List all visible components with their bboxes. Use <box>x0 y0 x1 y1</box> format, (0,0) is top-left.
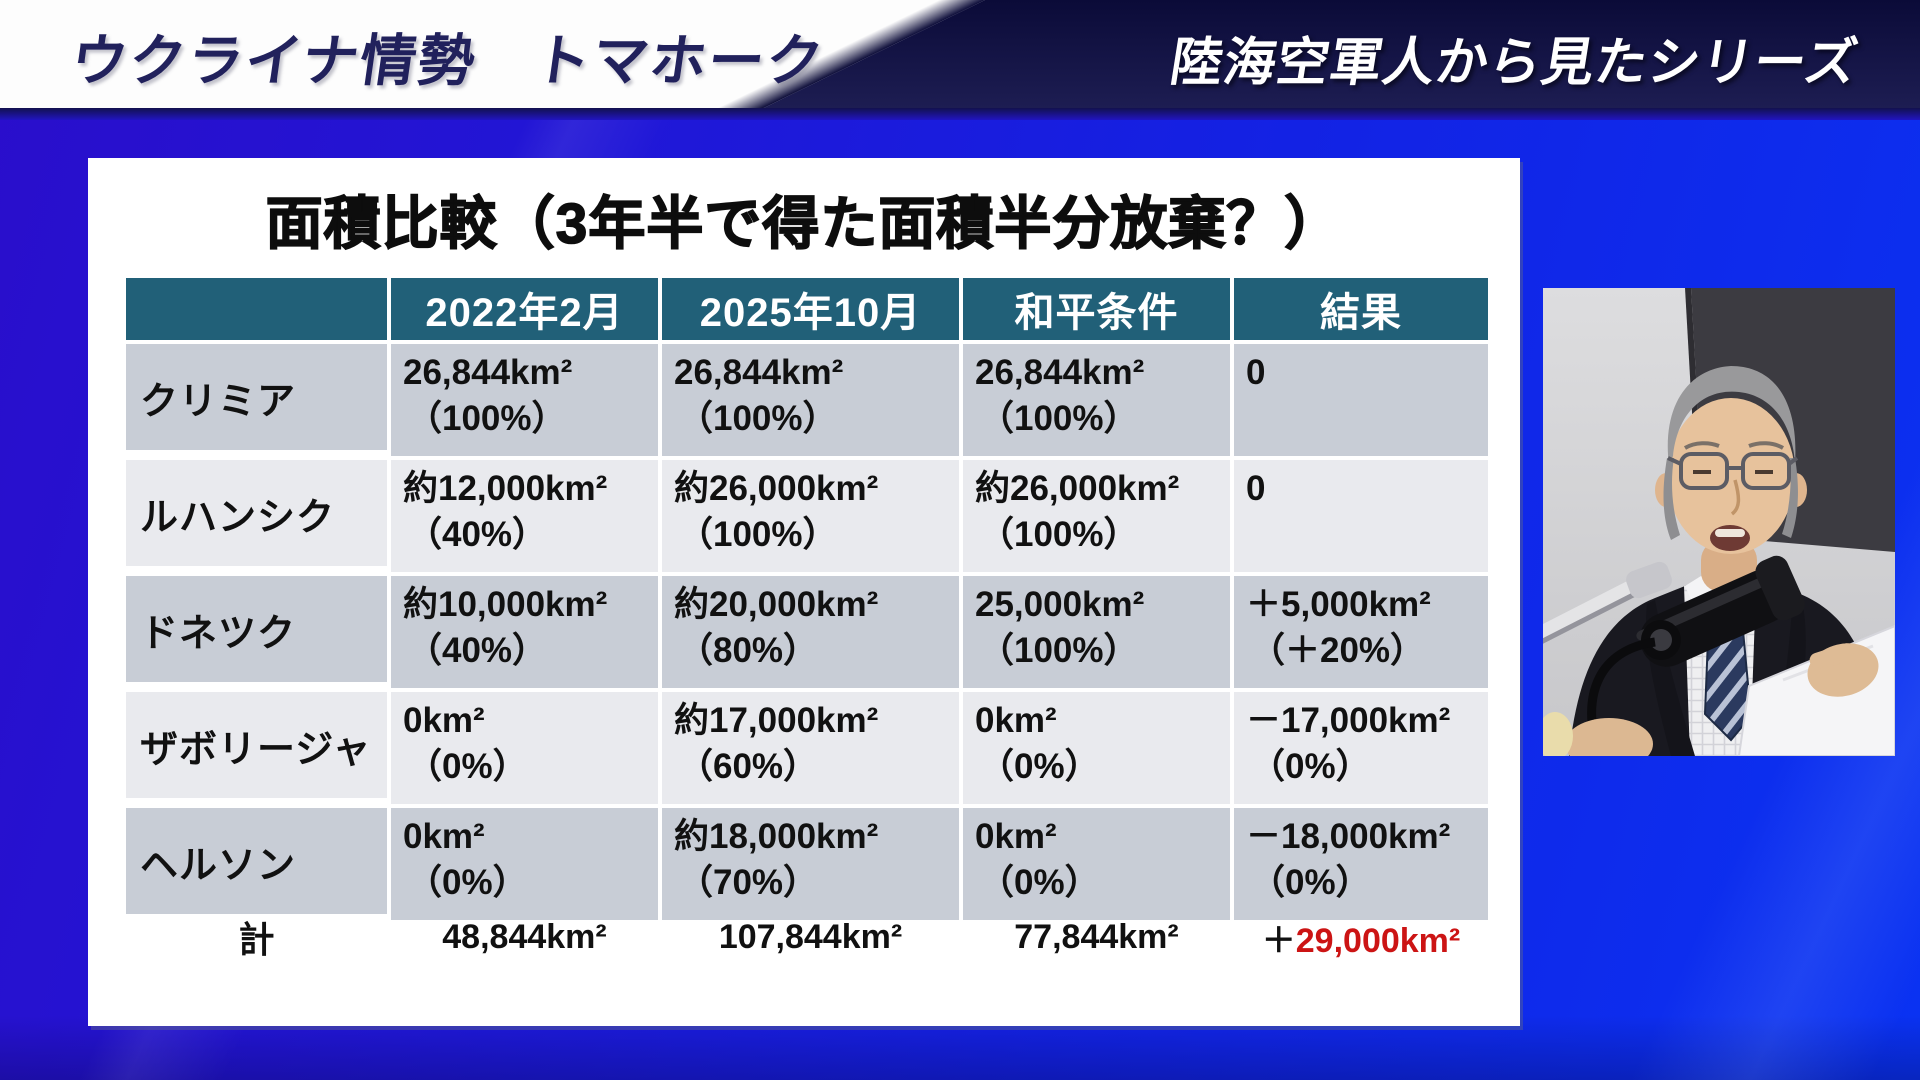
top-banner: ウクライナ情勢 トマホーク 陸海空軍人から見たシリーズ <box>0 0 1920 108</box>
eyebrow-right <box>1748 441 1785 450</box>
cell-value: 約10,000km² <box>403 585 608 624</box>
cell-value: 約17,000km² <box>674 701 879 740</box>
series-title: 陸海空軍人から見たシリーズ <box>1166 34 1862 92</box>
table-cell: 0km² （0%） <box>963 692 1230 804</box>
cell-value: 26,844km² <box>975 353 1145 392</box>
table-cell: －17,000km² （0%） <box>1234 692 1488 804</box>
cell-percent: （0%） <box>407 747 528 787</box>
cell-value: 0km² <box>975 701 1057 740</box>
right-hand <box>1807 643 1879 697</box>
cell-percent: （100%） <box>678 399 838 439</box>
cell-percent: （0%） <box>1250 863 1371 903</box>
table-cell: 約12,000km² （40%） <box>391 460 658 572</box>
total-result-sign: ＋ <box>1261 921 1296 960</box>
cell-value: 約12,000km² <box>403 469 608 508</box>
column-header-peace-terms: 和平条件 <box>963 278 1230 340</box>
cell-value: 0 <box>1246 469 1266 508</box>
total-label: 計 <box>238 919 275 960</box>
slide-title: 面積比較（3年半で得た面積半分放棄？） <box>265 191 1343 257</box>
cell-value: 0km² <box>403 817 485 856</box>
total-2025: 107,844km² <box>718 917 903 956</box>
cell-percent: （70%） <box>678 863 819 903</box>
table-cell: 約26,000km² （100%） <box>662 460 959 572</box>
mouth-open <box>1710 525 1750 551</box>
cell-value: 26,844km² <box>674 353 844 392</box>
cell-percent: （0%） <box>1250 747 1371 787</box>
cell-percent: （100%） <box>979 515 1139 555</box>
table-cell: 0km² （0%） <box>391 808 658 920</box>
table-cell: 約26,000km² （100%） <box>963 460 1230 572</box>
table-cell: 0 <box>1234 460 1488 572</box>
table-cell: 26,844km² （100%） <box>391 344 658 456</box>
cell-value: 約18,000km² <box>674 817 879 856</box>
cell-percent: （100%） <box>979 399 1139 439</box>
cell-value: 約26,000km² <box>674 469 879 508</box>
column-header-2022: 2022年2月 <box>391 278 658 340</box>
total-2022: 48,844km² <box>442 917 607 956</box>
cell-value: －18,000km² <box>1246 817 1451 856</box>
table-cell: －18,000km² （0%） <box>1234 808 1488 920</box>
desk-object <box>1543 712 1573 756</box>
region-name: クリミア <box>126 344 387 450</box>
table-cell: 26,844km² （100%） <box>662 344 959 456</box>
area-comparison-table: 2022年2月 2025年10月 和平条件 結果 クリミア 26,844km² … <box>126 278 1488 920</box>
cell-value: 0km² <box>403 701 485 740</box>
presentation-slide: 面積比較（3年半で得た面積半分放棄？） 2022年2月 2025年10月 和平条… <box>88 158 1520 1026</box>
mic-arm <box>1543 561 1672 644</box>
region-name: ドネツク <box>126 576 387 682</box>
region-name: ルハンシク <box>126 460 387 566</box>
cell-value: 26,844km² <box>403 353 573 392</box>
cell-percent: （0%） <box>979 747 1100 787</box>
column-header-result: 結果 <box>1234 278 1488 340</box>
speaker-photo <box>1543 288 1895 756</box>
cell-percent: （60%） <box>678 747 819 787</box>
cell-percent: （0%） <box>407 863 528 903</box>
column-header-2025: 2025年10月 <box>662 278 959 340</box>
table-cell: 約17,000km² （60%） <box>662 692 959 804</box>
face <box>1667 398 1795 554</box>
region-name: ヘルソン <box>126 808 387 914</box>
cell-value: ＋5,000km² <box>1246 585 1431 624</box>
cell-value: 25,000km² <box>975 585 1145 624</box>
table-cell: 約18,000km² （70%） <box>662 808 959 920</box>
hair <box>1667 366 1796 466</box>
left-hand <box>1565 718 1653 756</box>
cell-value: 0km² <box>975 817 1057 856</box>
glasses <box>1667 452 1799 490</box>
total-row: 計 48,844km² 107,844km² 77,844km² ＋29,000… <box>126 906 1488 968</box>
table-cell: 25,000km² （100%） <box>963 576 1230 688</box>
eyebrow-left <box>1683 441 1720 450</box>
cell-percent: （40%） <box>407 515 548 555</box>
banner-underline <box>0 108 1920 120</box>
cell-percent: （80%） <box>678 631 819 671</box>
cell-percent: （40%） <box>407 631 548 671</box>
table-cell: 26,844km² （100%） <box>963 344 1230 456</box>
total-peace-terms: 77,844km² <box>1014 917 1179 956</box>
table-cell: ＋5,000km² （＋20%） <box>1234 576 1488 688</box>
cell-percent: （100%） <box>678 515 838 555</box>
table-cell: 0km² （0%） <box>963 808 1230 920</box>
cell-value: 約20,000km² <box>674 585 879 624</box>
cell-percent: （100%） <box>407 399 567 439</box>
region-name: ザボリージャ <box>126 692 387 798</box>
table-cell: 0km² （0%） <box>391 692 658 804</box>
cell-value: －17,000km² <box>1246 701 1451 740</box>
cell-percent: （0%） <box>979 863 1100 903</box>
video-topic-title: ウクライナ情勢 トマホーク <box>67 29 829 92</box>
table-cell: 約20,000km² （80%） <box>662 576 959 688</box>
cell-value: 約26,000km² <box>975 469 1180 508</box>
table-cell: 約10,000km² （40%） <box>391 576 658 688</box>
table-cell: 0 <box>1234 344 1488 456</box>
nose <box>1730 479 1741 516</box>
cell-percent: （100%） <box>979 631 1139 671</box>
cell-value: 0 <box>1246 353 1266 392</box>
total-result-value: 29,000km² <box>1295 921 1461 960</box>
cell-percent: （＋20%） <box>1250 631 1426 671</box>
total-result: ＋29,000km² <box>1234 913 1488 962</box>
column-header-region <box>126 278 387 340</box>
